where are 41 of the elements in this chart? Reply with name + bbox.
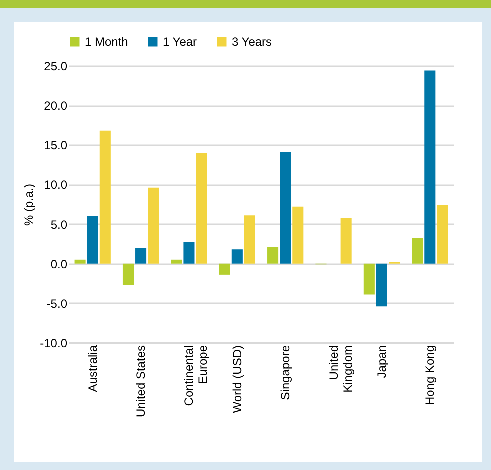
y-tick-label: -5.0 bbox=[46, 296, 68, 311]
x-tick-label: Continental Europe bbox=[182, 345, 210, 406]
y-tick-label: 25.0 bbox=[44, 60, 68, 74]
x-tick-label: Hong Kong bbox=[423, 346, 438, 406]
legend-label: 3 Years bbox=[232, 35, 272, 49]
bar bbox=[364, 264, 375, 295]
bar bbox=[100, 130, 111, 264]
bar bbox=[184, 242, 195, 264]
bar bbox=[292, 206, 304, 264]
bar bbox=[74, 260, 86, 264]
y-tick-label: 10.0 bbox=[44, 178, 68, 192]
bar bbox=[87, 216, 98, 264]
bar bbox=[232, 250, 243, 264]
legend-label: 1 Year bbox=[163, 35, 198, 49]
bar bbox=[219, 264, 230, 275]
bar bbox=[268, 247, 279, 264]
bar bbox=[340, 218, 352, 264]
bar bbox=[171, 260, 182, 264]
legend-label: 1 Month bbox=[85, 35, 128, 49]
bar bbox=[437, 205, 448, 264]
bar bbox=[412, 238, 424, 264]
bar bbox=[136, 248, 147, 264]
x-tick-label: World (USD) bbox=[230, 345, 244, 414]
y-tick-label: 0.0 bbox=[50, 257, 68, 272]
x-tick-label: United States bbox=[134, 346, 148, 418]
x-tick-label: United Kingdom bbox=[326, 346, 355, 393]
x-tick-label: Australia bbox=[86, 345, 100, 392]
bar bbox=[280, 152, 292, 264]
bar bbox=[376, 264, 388, 307]
bar bbox=[196, 153, 208, 264]
bar bbox=[424, 70, 436, 264]
bar bbox=[122, 264, 134, 286]
x-tick-label: Singapore bbox=[278, 345, 293, 400]
y-axis-title: % (p.a.) bbox=[22, 184, 36, 226]
y-tick-label: -10.0 bbox=[40, 336, 68, 350]
y-tick-label: 15.0 bbox=[44, 138, 68, 153]
bar bbox=[148, 188, 160, 264]
y-tick-label: 20.0 bbox=[44, 99, 68, 114]
y-tick-label: 5.0 bbox=[50, 218, 68, 232]
x-tick-label: Japan bbox=[374, 346, 389, 378]
bar bbox=[244, 216, 256, 264]
